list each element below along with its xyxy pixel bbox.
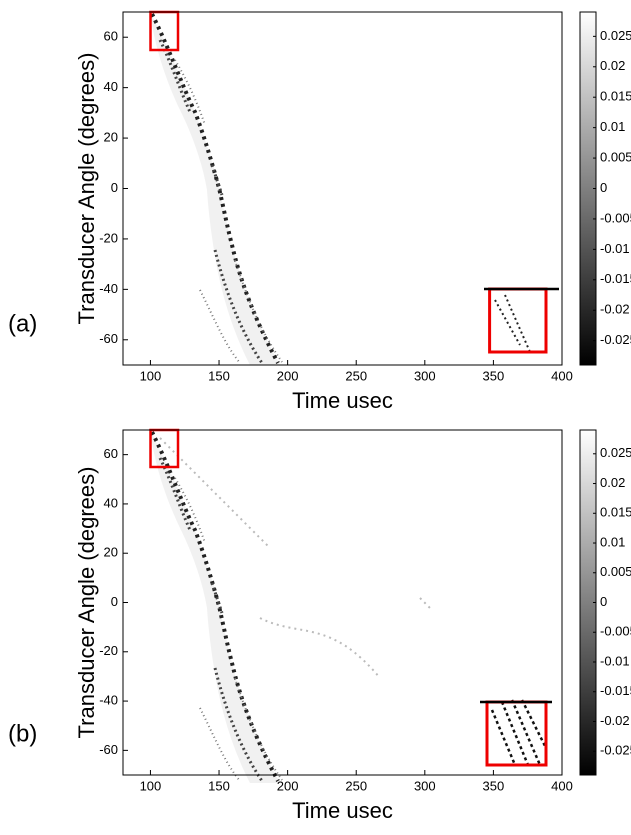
panel-label: (b) [8,720,37,747]
panel-label: (a) [8,310,37,337]
colorbar-tick-label: 0.02 [600,475,625,490]
x-axis-label: Time usec [292,388,393,413]
colorbar-tick-label: 0.025 [600,28,631,43]
y-tick-label: 0 [111,594,118,609]
y-tick-label: 20 [104,545,118,560]
x-tick-label: 400 [551,778,573,793]
colorbar-tick-label: 0.005 [600,564,631,579]
colorbar-tick-label: -0.015 [600,683,631,698]
y-tick-label: -60 [99,742,118,757]
x-tick-label: 400 [551,368,573,383]
colorbar-tick-label: -0.01 [600,653,630,668]
y-tick-label: -40 [99,281,118,296]
x-tick-label: 200 [277,778,299,793]
y-tick-label: -20 [99,230,118,245]
colorbar-tick-label: -0.02 [600,713,630,728]
colorbar-tick-label: -0.025 [600,332,631,347]
x-tick-label: 250 [345,368,367,383]
colorbar-tick-label: 0.015 [600,89,631,104]
y-axis-label: Transducer Angle (degrees) [74,467,99,739]
colorbar-tick-label: -0.005 [600,210,631,225]
colorbar-tick-label: 0.02 [600,58,625,73]
plot-frame [122,429,563,776]
x-tick-label: 300 [414,778,436,793]
y-tick-label: -60 [99,331,118,346]
y-tick-label: 20 [104,130,118,145]
colorbar-tick-label: 0.01 [600,119,625,134]
colorbar-tick-label: 0.005 [600,150,631,165]
x-tick-label: 350 [483,778,505,793]
x-tick-label: 250 [345,778,367,793]
x-tick-label: 350 [483,368,505,383]
annotations [149,10,559,767]
y-tick-label: 40 [104,79,118,94]
y-tick-label: 60 [104,446,118,461]
colorbar-tick-label: -0.01 [600,241,630,256]
colorbar-tick-label: 0 [600,594,607,609]
x-tick-label: 100 [140,778,162,793]
colorbar-tick-label: -0.025 [600,743,631,758]
x-tick-label: 200 [277,368,299,383]
panel-a-wavefield [148,10,284,367]
x-tick-label: 150 [208,778,230,793]
x-tick-label: 100 [140,368,162,383]
colorbar-tick-label: 0.025 [600,445,631,460]
x-tick-label: 150 [208,368,230,383]
y-tick-label: 0 [111,180,118,195]
plot-frame [122,11,563,366]
y-tick-label: -40 [99,693,118,708]
x-axis-label: Time usec [292,798,393,823]
colorbar-tick-label: -0.005 [600,624,631,639]
panel-b-wavefield [148,428,431,785]
y-tick-label: 40 [104,495,118,510]
colorbar-tick-label: -0.02 [600,302,630,317]
colorbar-tick-label: -0.015 [600,271,631,286]
colorbar-tick-label: 0 [600,180,607,195]
colorbar-tick-label: 0.01 [600,534,625,549]
colorbar-tick-label: 0.015 [600,505,631,520]
y-axis-label: Transducer Angle (degrees) [74,53,99,325]
y-tick-label: 60 [104,29,118,44]
y-tick-label: -20 [99,643,118,658]
x-tick-label: 300 [414,368,436,383]
